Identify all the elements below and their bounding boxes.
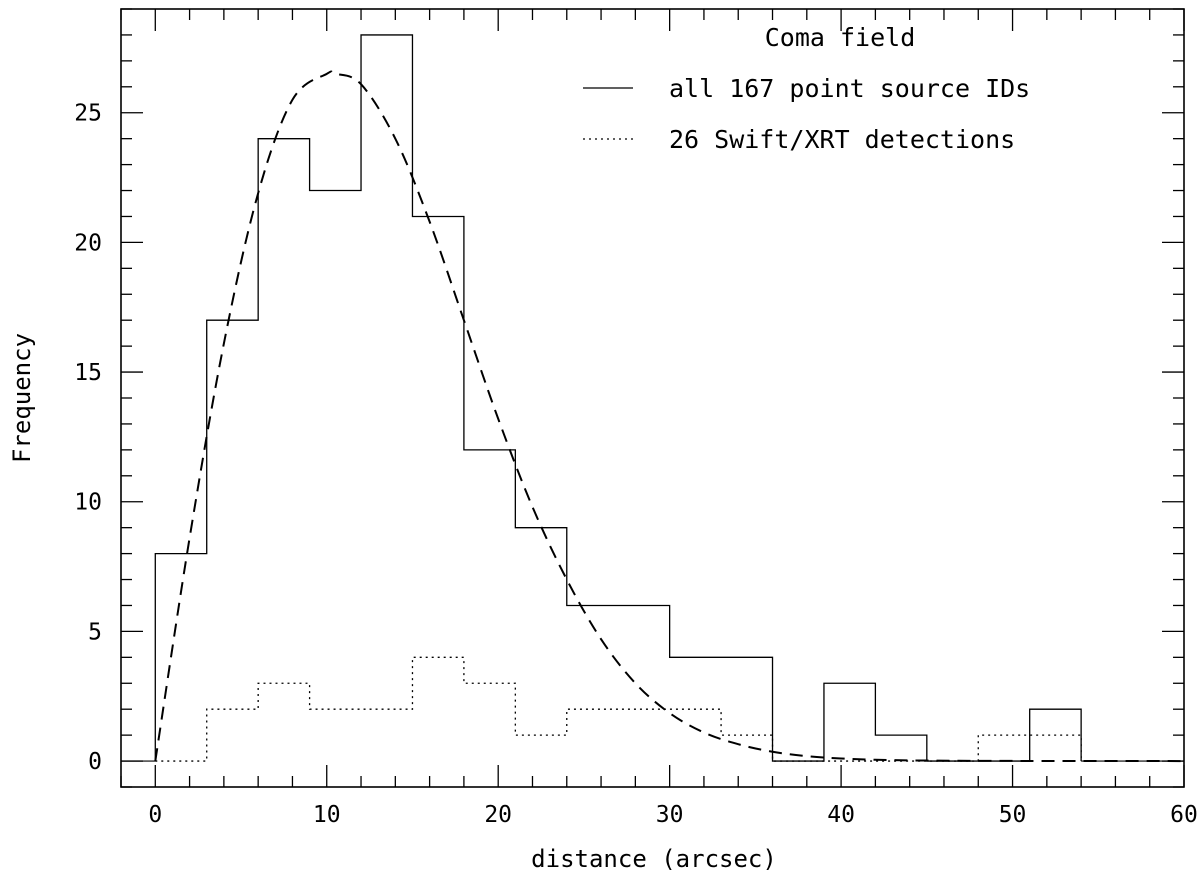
histogram-swift-xrt: [155, 656, 1082, 762]
axis-ticks: [120, 8, 1185, 788]
tick-labels: 0 10 20 30 40 50 60 0 5 10 15 20 25: [74, 101, 1198, 828]
plot-frame: [120, 8, 1185, 788]
series-layer: [121, 34, 1185, 763]
fit-curve-dashed: [154, 70, 1185, 763]
y-tick-label: 25: [74, 101, 102, 127]
x-tick-label: 60: [1170, 802, 1198, 828]
x-tick-label: 20: [484, 802, 512, 828]
legend-title: Coma field: [765, 23, 916, 52]
histogram-all-sources: [154, 34, 1082, 762]
y-tick-label: 5: [88, 619, 102, 645]
x-tick-label: 10: [313, 802, 341, 828]
x-tick-label: 30: [656, 802, 684, 828]
legend-label-all-sources: all 167 point source IDs: [669, 74, 1030, 103]
x-tick-label: 40: [827, 802, 855, 828]
y-tick-label: 0: [88, 749, 102, 775]
legend: Coma field all 167 point source IDs 26 S…: [583, 23, 1030, 154]
y-tick-label: 15: [74, 360, 102, 386]
y-tick-label: 20: [74, 230, 102, 256]
legend-label-swift-xrt: 26 Swift/XRT detections: [669, 125, 1015, 154]
y-axis-title: Frequency: [8, 333, 36, 463]
x-tick-label: 50: [999, 802, 1027, 828]
y-tick-label: 10: [74, 490, 102, 516]
x-axis-title: distance (arcsec): [531, 845, 777, 873]
x-tick-label: 0: [148, 802, 162, 828]
